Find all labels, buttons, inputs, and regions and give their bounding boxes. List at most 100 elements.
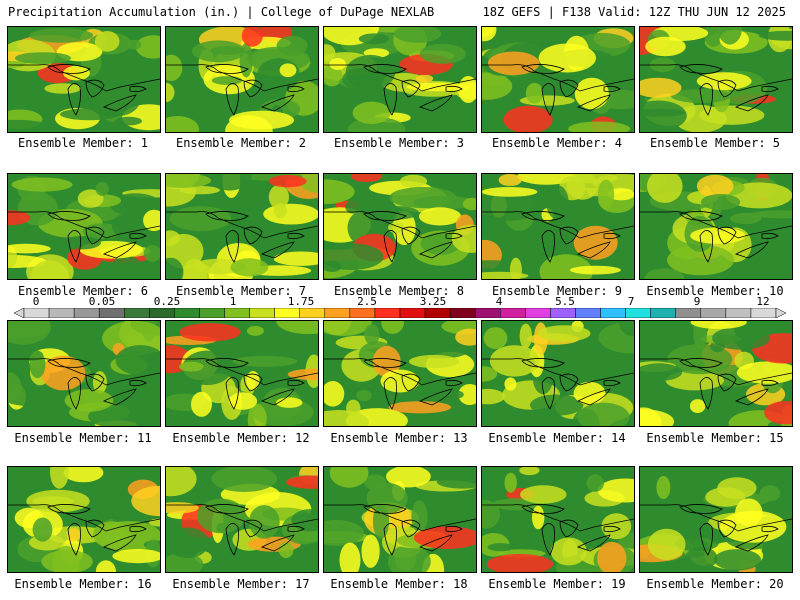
precip-blob: [690, 321, 747, 329]
lake-outline: [679, 504, 723, 514]
precip-blob: [455, 328, 476, 346]
colorbar-swatch: [500, 308, 526, 318]
precip-blob: [143, 209, 160, 232]
precip-blob: [607, 188, 634, 201]
precip-field: [8, 174, 160, 279]
precip-blob: [169, 206, 232, 232]
precip-blob: [324, 321, 372, 336]
lake-outline: [67, 83, 81, 116]
lake-outline: [559, 79, 579, 98]
member-map[interactable]: [481, 26, 635, 133]
precip-blob: [647, 174, 683, 203]
lake-outline: [205, 64, 249, 74]
precip-blob: [399, 174, 428, 188]
lake-outline: [85, 373, 105, 392]
member-map[interactable]: [7, 173, 161, 280]
colorbar-swatch: [550, 308, 576, 318]
precip-blob: [538, 43, 596, 73]
precip-blob: [246, 371, 260, 390]
border-line: [482, 358, 634, 386]
precip-blob: [11, 177, 73, 192]
precip-blob: [29, 28, 94, 43]
member-map[interactable]: [165, 173, 319, 280]
lake-outline: [717, 226, 737, 245]
precip-blob: [419, 43, 466, 64]
precip-blob: [436, 474, 476, 489]
precip-blob: [91, 84, 140, 117]
member-map[interactable]: [165, 466, 319, 573]
colorbar-swatch: [124, 308, 150, 318]
member-map[interactable]: [639, 320, 793, 427]
border-line: [8, 504, 160, 532]
lake-outline: [67, 377, 81, 410]
member-map[interactable]: [7, 466, 161, 573]
precip-blob: [414, 526, 476, 549]
member-map[interactable]: [7, 320, 161, 427]
precip-blob: [8, 243, 51, 254]
member-map[interactable]: [639, 466, 793, 573]
precip-blob: [503, 105, 553, 132]
precip-field: [8, 27, 160, 132]
precip-blob: [645, 36, 686, 57]
member-map[interactable]: [481, 320, 635, 427]
colorbar-tick-label: 0.05: [88, 295, 116, 308]
precip-blob: [597, 478, 634, 503]
border-line: [166, 504, 318, 532]
colorbar-swatch: [474, 308, 501, 318]
lake-outline: [363, 211, 407, 221]
precip-blob: [350, 174, 382, 183]
precip-blob: [324, 179, 355, 204]
member-map[interactable]: [323, 173, 477, 280]
member-map[interactable]: [639, 173, 793, 280]
precip-blob: [32, 496, 74, 506]
precip-blob: [519, 467, 540, 476]
precip-blob: [389, 186, 457, 209]
precip-blob: [29, 350, 46, 379]
lake-outline: [541, 230, 555, 263]
member-map[interactable]: [7, 26, 161, 133]
lake-outline: [699, 377, 713, 410]
colorbar-swatch: [249, 308, 275, 318]
member-map[interactable]: [639, 26, 793, 133]
precip-blob: [537, 325, 591, 342]
colorbar-swatch: [174, 308, 200, 318]
colorbar-swatch: [73, 308, 100, 318]
colorbar-swatch: [349, 308, 376, 318]
precip-field: [640, 27, 792, 132]
member-map[interactable]: [323, 320, 477, 427]
colorbar-tick-label: 9: [693, 295, 701, 308]
member-map[interactable]: [481, 466, 635, 573]
colorbar-swatch: [324, 308, 351, 318]
lake-outline: [47, 504, 91, 514]
member-map[interactable]: [165, 26, 319, 133]
lake-outline: [225, 83, 239, 116]
colorbar-tick-label: 12: [756, 295, 770, 308]
precip-blob: [498, 174, 522, 187]
precip-blob: [166, 82, 175, 103]
precip-blob: [411, 413, 441, 426]
precip-blob: [131, 485, 160, 517]
lake-outline: [734, 94, 769, 112]
precip-blob: [458, 76, 476, 103]
lake-outline: [129, 232, 147, 240]
member-map[interactable]: [481, 173, 635, 280]
border-line: [640, 358, 792, 386]
precip-blob: [179, 361, 204, 372]
member-map[interactable]: [323, 26, 477, 133]
colorbar-min-arrow: [14, 308, 25, 318]
lake-outline: [734, 388, 769, 406]
lake-outline: [225, 230, 239, 263]
lake-outline: [699, 83, 713, 116]
precip-blob: [486, 554, 554, 572]
member-map[interactable]: [323, 466, 477, 573]
precip-blob: [509, 257, 522, 279]
precip-blob: [115, 116, 142, 126]
border-line: [8, 358, 160, 386]
precip-blob: [749, 210, 792, 219]
map-title: Precipitation Accumulation (in.) | Colle…: [8, 5, 435, 19]
lake-outline: [445, 379, 463, 387]
member-map[interactable]: [165, 320, 319, 427]
lake-outline: [383, 230, 397, 263]
colorbar-tick-label: 5.5: [555, 295, 575, 308]
precip-blob: [8, 321, 48, 339]
